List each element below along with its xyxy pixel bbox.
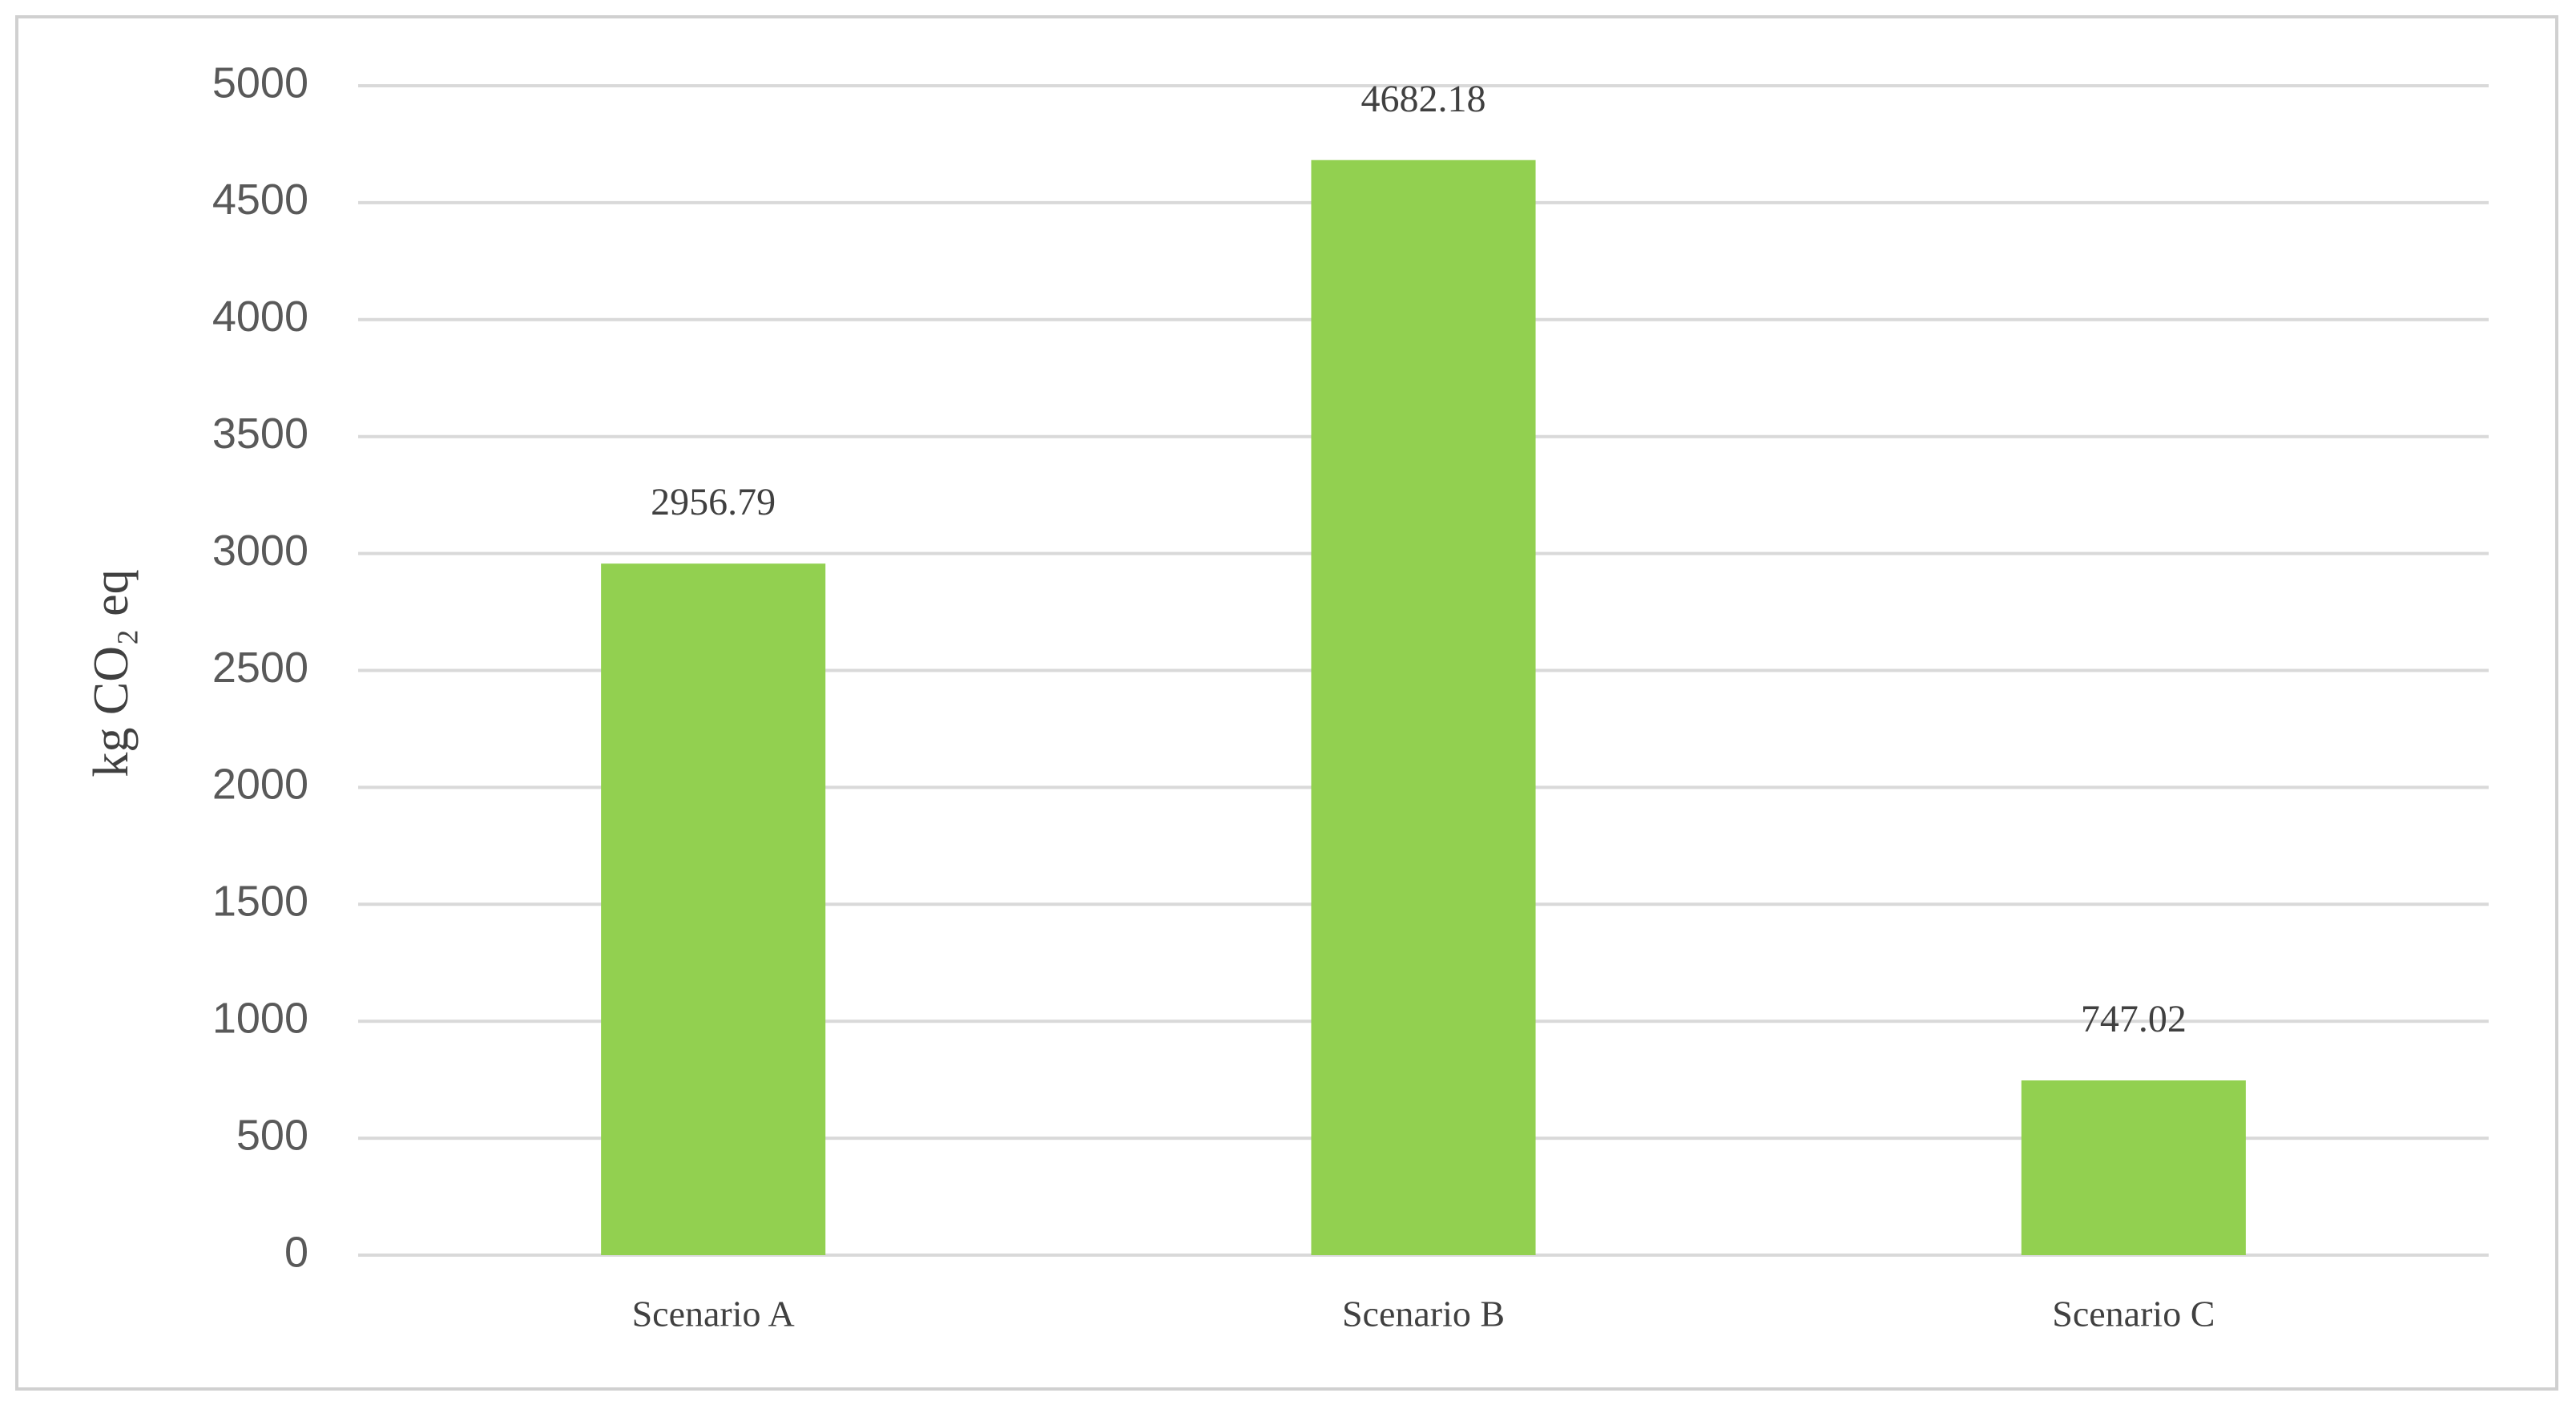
bar: [2021, 1080, 2246, 1255]
x-tick-label: Scenario B: [1342, 1294, 1505, 1334]
bar: [1311, 159, 1536, 1256]
y-tick-label: 4500: [212, 176, 308, 224]
y-tick-label: 2500: [212, 644, 308, 692]
y-tick-label: 3500: [212, 410, 308, 458]
data-label: 4682.18: [1361, 78, 1486, 120]
y-tick-label: 500: [236, 1111, 308, 1159]
y-axis-label: kg CO₂ eq: [84, 569, 139, 777]
y-tick-label: 5000: [212, 59, 308, 107]
y-tick-label: 2000: [212, 761, 308, 809]
y-tick-label: 4000: [212, 293, 308, 341]
data-label: 2956.79: [651, 481, 776, 523]
x-tick-label: Scenario C: [2052, 1294, 2215, 1334]
data-label: 747.02: [2081, 998, 2187, 1040]
y-tick-label: 3000: [212, 527, 308, 575]
x-tick-label: Scenario A: [632, 1294, 795, 1334]
bar: [601, 563, 826, 1255]
y-tick-label: 1000: [212, 994, 308, 1042]
y-tick-label: 1500: [212, 878, 308, 926]
y-tick-label: 0: [284, 1228, 308, 1276]
